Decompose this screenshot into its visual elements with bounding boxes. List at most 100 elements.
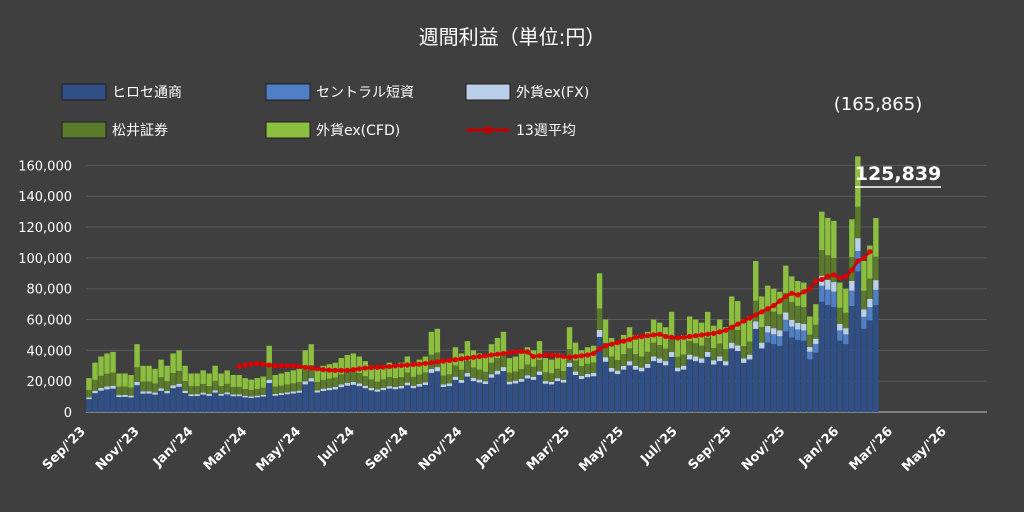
bar-segment-3 — [735, 330, 741, 346]
legend: ヒロセ通商 セントラル短資 外貨ex(FX) 松井証券 外貨ex(CFD) 13週平均 — [61, 83, 589, 139]
bar-segment-0 — [813, 352, 819, 412]
bar-segment-2 — [308, 378, 314, 382]
bar-segment-2 — [765, 326, 771, 333]
avg-line — [238, 250, 871, 372]
bar-segment-2 — [422, 382, 429, 386]
bar-segment-0 — [320, 391, 326, 412]
bar-segment-2 — [296, 390, 302, 393]
avg-point — [825, 273, 831, 279]
bar-segment-4 — [122, 373, 128, 387]
bar-segment-4 — [248, 379, 254, 390]
avg-point — [596, 346, 603, 352]
bar-segment-0 — [572, 375, 579, 412]
avg-point — [711, 330, 717, 336]
bar-segment-2 — [518, 378, 525, 382]
bar-segment-3 — [741, 346, 747, 359]
bar-segment-0 — [302, 384, 308, 412]
bar-segment-1 — [843, 334, 849, 345]
bar-segment-4 — [735, 301, 741, 331]
bar-segment-3 — [344, 372, 350, 383]
bar-segment-4 — [692, 319, 699, 344]
bar-segment-1 — [837, 330, 843, 341]
bar-segment-2 — [717, 356, 723, 362]
bar-segment-0 — [638, 371, 645, 412]
avg-point — [356, 366, 362, 372]
avg-point — [374, 364, 380, 370]
bar-segment-2 — [692, 356, 699, 362]
bar-segment-3 — [206, 386, 212, 394]
bar-segment-0 — [795, 339, 801, 412]
bar-segment-0 — [608, 371, 615, 412]
bar-segment-4 — [819, 211, 825, 251]
avg-point — [512, 349, 519, 355]
bar-segment-0 — [524, 378, 531, 412]
bar-segment-0 — [110, 388, 116, 412]
bar-segment-3 — [819, 250, 825, 276]
bar-segment-4 — [212, 365, 218, 381]
bar-segment-0 — [632, 369, 639, 412]
bar-segment-0 — [416, 386, 423, 412]
bar-segment-0 — [494, 374, 501, 412]
avg-point — [867, 249, 873, 255]
bar-segment-0 — [374, 391, 381, 412]
avg-point — [753, 312, 759, 318]
y-tick-label: 40,000 — [27, 344, 73, 359]
bar-segment-2 — [458, 379, 465, 383]
avg-point — [254, 360, 260, 367]
avg-point — [747, 315, 753, 321]
bar-segment-0 — [704, 356, 711, 412]
bar-segment-1 — [867, 307, 873, 321]
bar-segment-3 — [680, 354, 687, 366]
bar-segment-2 — [392, 386, 399, 390]
bar-segment-0 — [296, 392, 302, 412]
bar-segment-2 — [759, 342, 765, 349]
bar-segment-0 — [362, 388, 369, 412]
legend-label-4: 外貨ex(CFD) — [316, 122, 400, 139]
bar-segment-4 — [386, 362, 393, 378]
bar-segment-2 — [98, 387, 104, 391]
bar-segment-0 — [206, 395, 212, 412]
avg-point — [741, 318, 747, 324]
bar-segment-2 — [710, 360, 717, 365]
bar-segment-4 — [146, 365, 152, 382]
bar-segment-1 — [765, 332, 771, 343]
bar-segment-3 — [747, 341, 753, 355]
avg-point — [428, 360, 434, 366]
bar-segment-4 — [266, 345, 272, 367]
bar-segment-2 — [825, 279, 831, 290]
bar-segment-3 — [560, 370, 567, 380]
bar-segment-3 — [296, 382, 302, 391]
bar-segment-2 — [807, 347, 813, 352]
bar-segment-4 — [765, 285, 771, 310]
bar-segment-0 — [674, 371, 681, 412]
avg-point — [380, 364, 386, 370]
bar-segment-3 — [542, 372, 549, 382]
bar-segment-3 — [668, 337, 675, 352]
bar-segment-3 — [236, 386, 242, 395]
bar-segment-0 — [164, 393, 170, 412]
bar-segment-0 — [801, 340, 807, 412]
bar-segment-3 — [620, 354, 627, 366]
bar-segment-0 — [735, 350, 741, 412]
bar-segment-2 — [686, 354, 693, 360]
bar-segment-0 — [825, 305, 831, 412]
bar-segment-4 — [536, 341, 543, 360]
bar-segment-1 — [813, 344, 819, 353]
bar-segment-0 — [194, 396, 200, 412]
bar-segment-4 — [410, 362, 417, 377]
bar-segment-2 — [452, 376, 459, 380]
bar-segment-2 — [104, 386, 110, 390]
bar-segment-4 — [176, 350, 182, 371]
bar-segment-2 — [867, 298, 873, 308]
bar-segment-3 — [266, 366, 272, 380]
bar-segment-0 — [410, 388, 417, 412]
bar-segment-4 — [843, 288, 849, 313]
bar-segment-4 — [434, 328, 441, 353]
bar-segment-2 — [404, 382, 411, 386]
bar-segment-2 — [849, 281, 855, 291]
bar-segment-3 — [795, 305, 801, 323]
avg-point — [723, 327, 729, 333]
bar-segment-3 — [807, 334, 813, 348]
bar-segment-0 — [512, 383, 519, 412]
bar-segment-3 — [158, 377, 164, 389]
